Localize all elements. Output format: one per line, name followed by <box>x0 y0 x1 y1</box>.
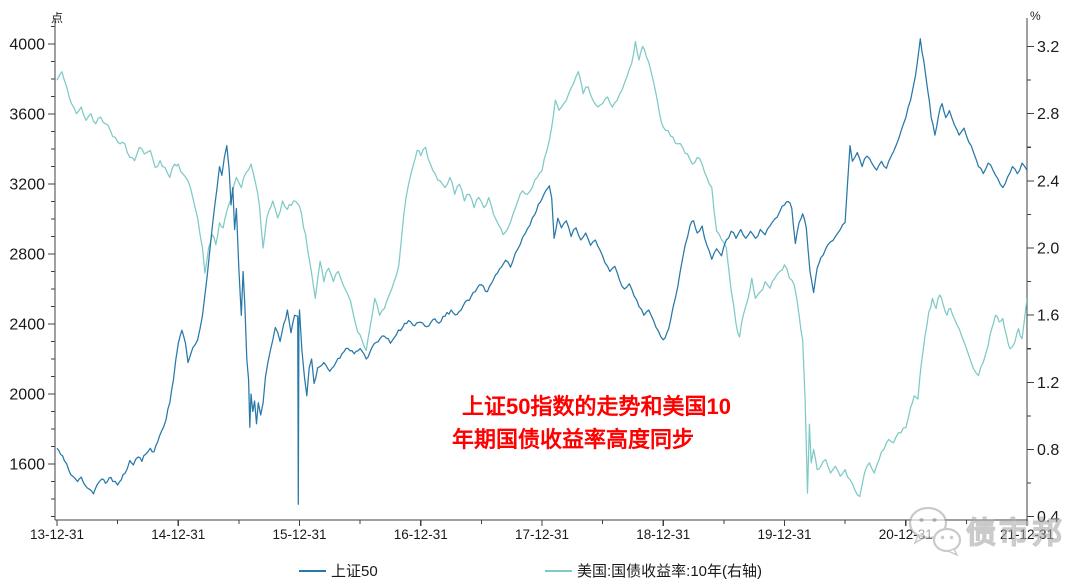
y-axis-right-tick-label: 3.2 <box>1037 39 1059 56</box>
series-line-sse50 <box>56 38 1027 505</box>
right-axis-unit-label: % <box>1030 9 1041 23</box>
y-axis-left-tick-label: 3200 <box>9 177 45 194</box>
y-axis-left-tick-label: 2400 <box>9 317 45 334</box>
y-axis-left-tick-label: 4000 <box>9 37 45 54</box>
legend-line-sample-sse50 <box>299 569 326 572</box>
left-axis-unit-label: 点 <box>51 11 64 25</box>
legend-item-sse50: 上证50 <box>299 560 378 581</box>
y-axis-right-tick-label: 0.8 <box>1037 442 1059 459</box>
y-axis-right-tick-label: 1.6 <box>1037 308 1059 325</box>
x-axis-tick-label: 13-12-31 <box>30 527 84 542</box>
y-axis-left-tick-label: 2800 <box>9 247 45 264</box>
legend-item-us10y: 美国:国债收益率:10年(右轴) <box>545 560 762 581</box>
x-axis-tick-label: 18-12-31 <box>636 527 690 542</box>
y-axis-left-tick-label: 1600 <box>9 457 45 474</box>
y-axis-left-tick-label: 3600 <box>9 107 45 124</box>
legend-label-us10y: 美国:国债收益率:10年(右轴) <box>577 563 763 580</box>
y-axis-right-tick-label: 1.2 <box>1037 375 1059 392</box>
x-axis-tick-label: 17-12-31 <box>515 527 569 542</box>
x-axis-tick-label: 19-12-31 <box>757 527 811 542</box>
y-axis-right-tick-label: 2.4 <box>1037 173 1059 190</box>
x-axis-tick-label: 15-12-31 <box>272 527 326 542</box>
y-axis-right-tick-label: 2.0 <box>1037 241 1059 258</box>
x-axis-tick-label: 21-12-31 <box>1000 527 1054 542</box>
y-axis-right-tick-label: 0.4 <box>1037 509 1059 526</box>
annotation-line-1: 上证50指数的走势和美国10 <box>462 394 731 419</box>
legend-line-sample-us10y <box>545 569 572 572</box>
annotation-text: 上证50指数的走势和美国10 年期国债收益率高度同步 <box>452 390 731 456</box>
x-axis-tick-label: 20-12-31 <box>879 527 933 542</box>
series-line-us10y <box>56 40 1027 498</box>
x-axis-tick-label: 14-12-31 <box>151 527 205 542</box>
annotation-line-2: 年期国债收益率高度同步 <box>452 427 695 452</box>
legend-label-sse50: 上证50 <box>331 563 378 580</box>
y-axis-right-tick-label: 2.8 <box>1037 106 1059 123</box>
y-axis-left-tick-label: 2000 <box>9 387 45 404</box>
x-axis-tick-label: 16-12-31 <box>394 527 448 542</box>
